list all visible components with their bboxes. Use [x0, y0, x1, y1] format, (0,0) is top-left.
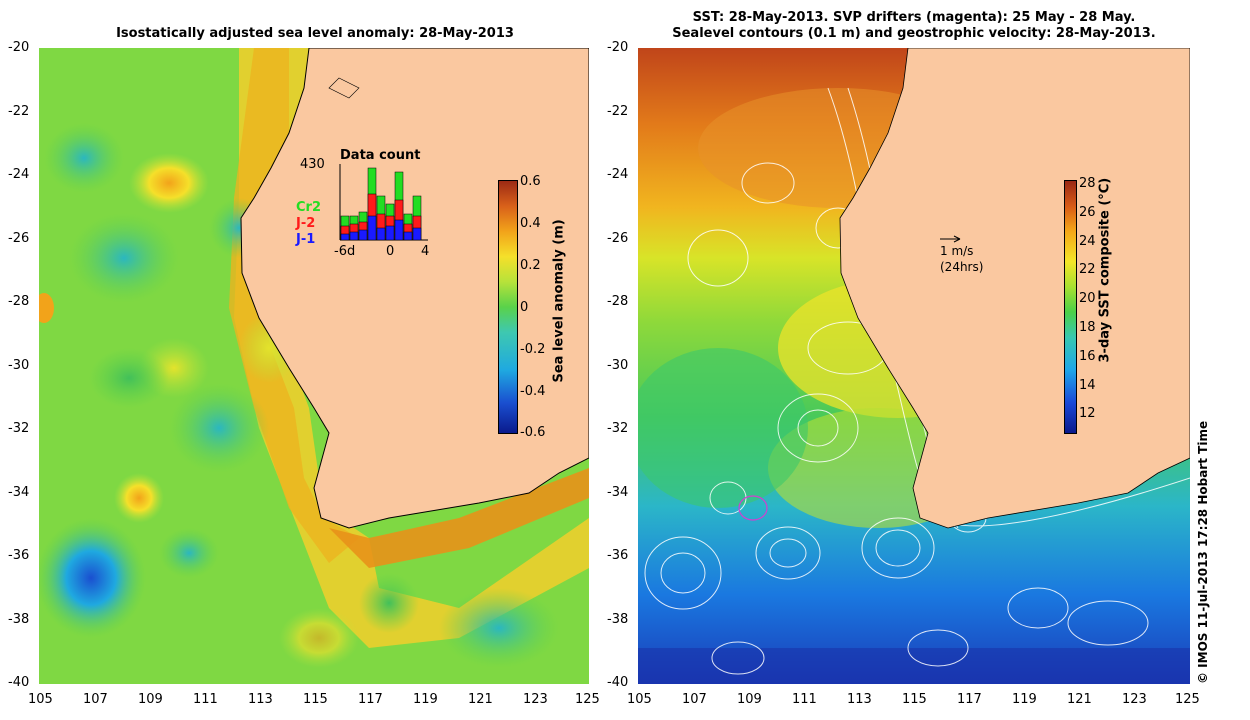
right-x-tick: 105 [627, 692, 652, 707]
sst-colorbar-tick: 18 [1079, 320, 1096, 335]
left-y-tick: -28 [8, 294, 30, 309]
right-y-tick: -28 [607, 294, 629, 309]
scale-arrow-sublabel: (24hrs) [940, 260, 984, 274]
sla-colorbar-tick: 0.2 [520, 258, 541, 273]
sea-level-anomaly-map [39, 48, 589, 684]
left-y-tick: -30 [8, 358, 30, 373]
sea-level-anomaly-field [39, 48, 589, 684]
scale-arrow-label: 1 m/s [940, 244, 974, 258]
left-x-tick: 117 [358, 692, 383, 707]
right-y-tick: -32 [607, 421, 629, 436]
left-y-tick: -38 [8, 612, 30, 627]
left-x-tick: 115 [303, 692, 328, 707]
left-x-tick: 119 [413, 692, 438, 707]
right-panel-title-line2: Sealevel contours (0.1 m) and geostrophi… [672, 26, 1156, 41]
right-x-tick: 121 [1067, 692, 1092, 707]
left-y-tick: -36 [8, 548, 30, 563]
right-y-tick: -40 [607, 675, 629, 690]
data-count-title: Data count [340, 148, 421, 163]
sst-map [638, 48, 1190, 684]
right-x-tick: 111 [792, 692, 817, 707]
left-x-tick: 125 [575, 692, 600, 707]
left-x-tick: 113 [248, 692, 273, 707]
left-y-tick: -26 [8, 231, 30, 246]
left-y-tick: -22 [8, 104, 30, 119]
right-y-tick: -38 [607, 612, 629, 627]
sst-colorbar [1064, 180, 1077, 434]
left-y-tick: -20 [8, 40, 30, 55]
sla-colorbar-tick: 0.4 [520, 216, 541, 231]
left-x-tick: 105 [28, 692, 53, 707]
sst-colorbar-label: 3-day SST composite (°C) [1097, 177, 1113, 363]
sla-colorbar-tick: 0 [520, 300, 529, 315]
right-x-tick: 117 [957, 692, 982, 707]
right-x-tick: 119 [1012, 692, 1037, 707]
sst-colorbar-tick: 22 [1079, 262, 1096, 277]
sla-colorbar-tick: -0.4 [520, 384, 546, 399]
left-x-tick: 107 [83, 692, 108, 707]
sla-colorbar-label: Sea level anomaly (m) [551, 219, 567, 383]
inset-x-tick: 4 [421, 244, 430, 259]
left-y-tick: -32 [8, 421, 30, 436]
sla-colorbar-tick: 0.6 [520, 174, 541, 189]
right-x-tick: 115 [902, 692, 927, 707]
right-x-tick: 125 [1175, 692, 1200, 707]
right-x-tick: 109 [737, 692, 762, 707]
sla-colorbar-tick: -0.6 [520, 425, 546, 440]
left-x-tick: 111 [193, 692, 218, 707]
right-panel-title-line1: SST: 28-May-2013. SVP drifters (magenta)… [692, 10, 1136, 25]
sst-colorbar-tick: 26 [1079, 205, 1096, 220]
legend-cr2: Cr2 [296, 200, 321, 215]
left-y-tick: -40 [8, 675, 30, 690]
sst-colorbar-tick: 20 [1079, 291, 1096, 306]
right-x-tick: 107 [682, 692, 707, 707]
right-y-tick: -26 [607, 231, 629, 246]
legend-j1: J-1 [296, 232, 316, 247]
left-panel-title: Isostatically adjusted sea level anomaly… [116, 26, 514, 41]
data-count-histogram [339, 164, 428, 241]
left-x-tick: 123 [523, 692, 548, 707]
legend-j2: J-2 [296, 216, 316, 231]
right-x-tick: 113 [847, 692, 872, 707]
data-count-max: 430 [300, 157, 325, 172]
sst-field [638, 48, 1190, 684]
sla-colorbar-tick: -0.2 [520, 342, 546, 357]
sst-colorbar-tick: 12 [1079, 406, 1096, 421]
left-y-tick: -34 [8, 485, 30, 500]
right-y-tick: -22 [607, 104, 629, 119]
inset-x-tick: 0 [386, 244, 395, 259]
right-y-tick: -20 [607, 40, 629, 55]
sst-colorbar-tick: 14 [1079, 378, 1096, 393]
sst-colorbar-tick: 24 [1079, 234, 1096, 249]
right-y-tick: -24 [607, 167, 629, 182]
right-y-tick: -30 [607, 358, 629, 373]
right-y-tick: -34 [607, 485, 629, 500]
right-y-tick: -36 [607, 548, 629, 563]
left-x-tick: 109 [138, 692, 163, 707]
left-x-tick: 121 [468, 692, 493, 707]
right-x-tick: 123 [1122, 692, 1147, 707]
sla-colorbar [498, 180, 518, 434]
left-y-tick: -24 [8, 167, 30, 182]
sst-colorbar-tick: 16 [1079, 349, 1096, 364]
inset-x-tick: -6d [334, 244, 356, 259]
imos-credit: © IMOS 11-Jul-2013 17:28 Hobart Time [1196, 420, 1210, 684]
sst-colorbar-tick: 28 [1079, 176, 1096, 191]
